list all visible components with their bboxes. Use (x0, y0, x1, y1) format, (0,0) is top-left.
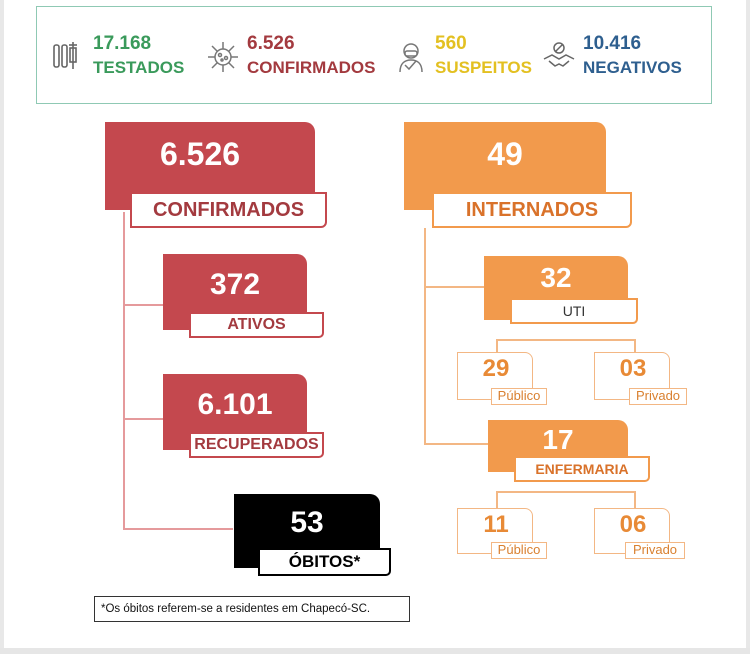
left-branch-obitos (123, 528, 233, 530)
left-branch-recuperados (123, 418, 163, 420)
enf-split-bar (496, 491, 636, 493)
uti-value: 32 (540, 262, 572, 293)
ativos-value: 372 (209, 268, 261, 301)
uti-privado-value: 03 (619, 355, 647, 382)
uti-publico-box: 29 Público (457, 352, 547, 405)
enf-privado-box: 06 Privado (594, 508, 685, 559)
enf-publico-label: Público (491, 542, 547, 559)
uti-publico-label: Público (491, 388, 547, 405)
testados-value: 17.168 (93, 33, 152, 54)
handshake-icon (543, 42, 575, 67)
frame-bottom-border (0, 648, 750, 654)
uti-privado-box: 03 Privado (594, 352, 687, 405)
testados-label: TESTADOS (93, 58, 185, 77)
enf-split-right (634, 491, 636, 509)
frame-right-border (746, 0, 750, 654)
right-branch-uti (424, 286, 484, 288)
left-branch-ativos (123, 304, 163, 306)
right-branch-enfermaria (424, 443, 488, 445)
right-tree-line (424, 228, 426, 444)
uti-tag: UTI (510, 298, 638, 324)
left-tree-line (123, 212, 125, 530)
negativos-label: NEGATIVOS (583, 58, 682, 77)
enf-split-left (496, 491, 498, 509)
enfermaria-value: 17 (542, 424, 574, 455)
enfermaria-tag: ENFERMARIA (514, 456, 650, 482)
confirmados-label: CONFIRMADOS (247, 58, 376, 77)
uti-split-bar (496, 339, 636, 341)
uti-publico-value: 29 (482, 355, 510, 382)
internados-tag: INTERNADOS (432, 192, 632, 228)
internados-value: 49 (487, 136, 523, 172)
uti-split-right (634, 339, 636, 353)
ativos-tag: ATIVOS (189, 312, 324, 338)
confirmados-box-value: 6.526 (159, 136, 241, 172)
enf-privado-value: 06 (619, 511, 647, 538)
test-tubes-icon (53, 42, 77, 69)
virus-icon (208, 42, 238, 72)
masked-person-icon (399, 43, 423, 73)
enf-publico-value: 11 (483, 511, 509, 538)
recuperados-value: 6.101 (197, 388, 273, 421)
uti-split-left (496, 339, 498, 353)
obitos-tag: ÓBITOS* (258, 548, 391, 576)
recuperados-tag: RECUPERADOS (189, 432, 324, 458)
enf-privado-label: Privado (625, 542, 685, 559)
suspeitos-label: SUSPEITOS (435, 58, 532, 77)
confirmados-tag: CONFIRMADOS (130, 192, 327, 228)
frame-left-border (0, 0, 4, 654)
suspeitos-value: 560 (435, 33, 467, 54)
uti-privado-label: Privado (629, 388, 687, 405)
enf-publico-box: 11 Público (457, 508, 547, 559)
footnote: *Os óbitos referem-se a residentes em Ch… (94, 596, 410, 622)
obitos-value: 53 (290, 506, 324, 539)
summary-panel: 17.168 TESTADOS 6.526 CONFIRMADOS (36, 6, 712, 104)
negativos-value: 10.416 (583, 33, 642, 54)
confirmados-value: 6.526 (247, 33, 295, 54)
